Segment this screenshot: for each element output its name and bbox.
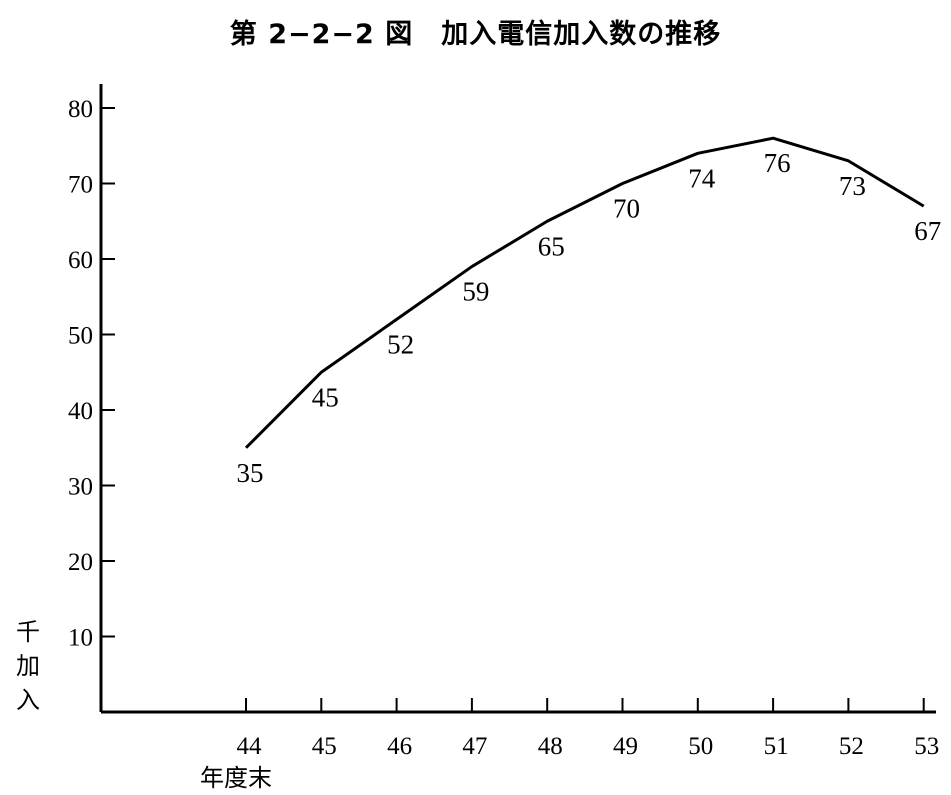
y-axis-label: 千加入 <box>16 618 40 714</box>
data-label: 52 <box>387 329 414 359</box>
x-tick-label: 51 <box>764 733 789 760</box>
x-tick-label: 45 <box>312 733 337 760</box>
data-label: 70 <box>613 194 640 224</box>
y-tick-label: 60 <box>68 247 93 274</box>
y-tick-label: 50 <box>68 323 93 350</box>
y-tick-label: 80 <box>68 96 93 123</box>
data-labels: 35 45 52 59 65 70 74 76 73 67 <box>237 148 942 488</box>
data-label: 73 <box>839 171 866 201</box>
y-tick-label: 70 <box>68 172 93 199</box>
data-label: 45 <box>312 382 339 412</box>
y-tick-label: 30 <box>68 474 93 501</box>
x-tick-label: 46 <box>387 733 412 760</box>
series-line <box>244 136 925 449</box>
data-label: 67 <box>914 216 941 246</box>
x-tick-label: 52 <box>839 733 864 760</box>
y-axis-ticks: 10 20 30 40 50 60 70 80 <box>68 96 115 652</box>
y-tick-label: 10 <box>68 625 93 652</box>
data-label: 74 <box>688 163 716 193</box>
x-axis-label: 年度末 <box>200 764 272 792</box>
series-group <box>244 136 925 449</box>
x-tick-label: 50 <box>688 733 713 760</box>
axes <box>99 84 936 714</box>
x-tick-label: 53 <box>914 733 939 760</box>
x-tick-label: 48 <box>538 733 563 760</box>
x-tick-label: 47 <box>462 733 487 760</box>
data-label: 35 <box>237 458 264 488</box>
data-label: 59 <box>462 277 489 307</box>
y-tick-label: 40 <box>68 398 93 425</box>
x-tick-label: 49 <box>613 733 638 760</box>
data-label: 65 <box>538 231 565 261</box>
chart-title: 第 2−2−2 図 加入電信加入数の推移 <box>229 19 722 50</box>
y-tick-label: 20 <box>68 549 93 576</box>
data-label: 76 <box>764 148 791 178</box>
x-tick-label: 44 <box>237 733 263 760</box>
x-axis-ticks: 44 45 46 47 48 49 50 51 52 53 <box>237 698 939 760</box>
